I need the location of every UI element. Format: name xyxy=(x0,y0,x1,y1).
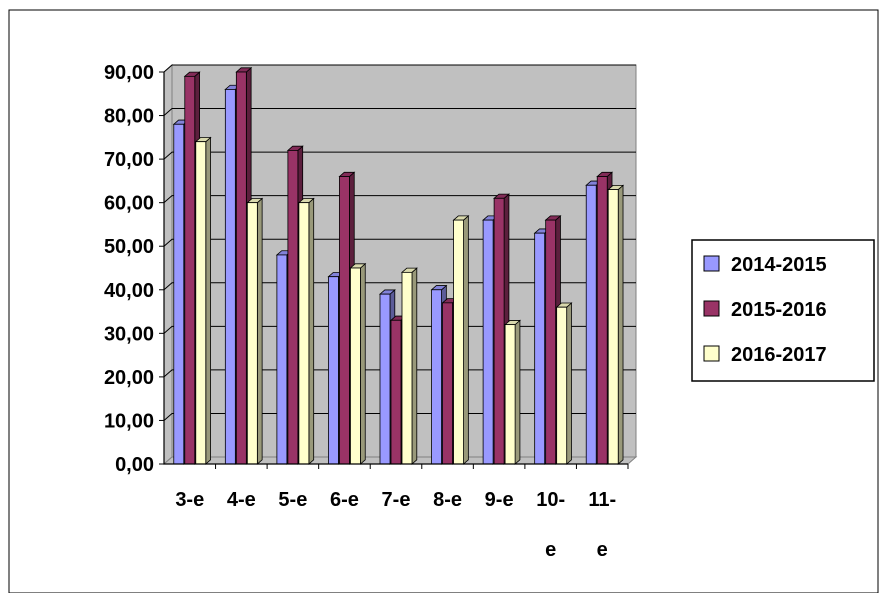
legend: 2014-2015 2015-2016 2016-2017 xyxy=(691,239,875,382)
category-label: 3-e xyxy=(175,489,204,511)
legend-swatch xyxy=(703,255,720,272)
plot-side-wall xyxy=(163,63,173,466)
bar xyxy=(555,302,573,465)
legend-entry: 2016-2017 xyxy=(703,344,827,366)
y-tick-label: 10,00 xyxy=(104,410,154,432)
legend-box xyxy=(691,239,875,382)
bar xyxy=(194,136,212,465)
category-label: 4-e xyxy=(227,489,256,511)
category-label: 11-e xyxy=(588,489,616,561)
bar xyxy=(349,262,367,465)
y-tick-label: 50,00 xyxy=(104,236,154,258)
gridline xyxy=(163,282,636,291)
bar xyxy=(607,184,625,465)
gridline xyxy=(163,369,636,378)
legend-swatch xyxy=(703,345,720,362)
legend-label: 2015-2016 xyxy=(731,299,827,321)
gridline xyxy=(163,108,636,116)
category-label: 9-e xyxy=(485,489,514,511)
y-tick-label: 60,00 xyxy=(104,193,154,215)
y-tick-label: 30,00 xyxy=(104,323,154,345)
legend-label: 2016-2017 xyxy=(731,344,827,366)
category-labels: 3-e 4-e 5-e 6-e 7-e 8-e 9-e 10-e 11-e xyxy=(175,489,616,561)
y-tick-label: 80,00 xyxy=(104,106,154,128)
legend-swatch xyxy=(703,300,720,317)
bar xyxy=(246,197,264,465)
legend-label: 2014-2015 xyxy=(731,254,827,276)
axes xyxy=(159,71,629,469)
bar xyxy=(297,197,315,465)
y-tick-labels: 0,00 10,00 20,00 30,00 40,00 50,00 60,00 70,00 8… xyxy=(104,62,154,476)
category-label: 10-e xyxy=(536,489,565,561)
gridline xyxy=(163,151,636,160)
gridline xyxy=(163,195,636,204)
legend-entry: 2015-2016 xyxy=(703,299,827,321)
gridline xyxy=(163,412,636,421)
y-tick-label: 70,00 xyxy=(104,149,154,171)
bar xyxy=(504,319,521,465)
bar xyxy=(452,215,470,465)
legend-entry: 2014-2015 xyxy=(703,254,827,276)
bar xyxy=(400,267,418,465)
gridlines xyxy=(163,64,636,421)
y-tick-label: 0,00 xyxy=(115,454,154,476)
gridline xyxy=(163,325,636,334)
gridline xyxy=(163,238,636,247)
category-label: 6-e xyxy=(330,489,359,511)
y-tick-label: 90,00 xyxy=(104,62,154,84)
y-tick-label: 20,00 xyxy=(104,367,154,389)
gridline xyxy=(163,64,636,73)
category-label: 8-e xyxy=(433,489,462,511)
category-label: 7-e xyxy=(382,489,411,511)
y-tick-label: 40,00 xyxy=(104,280,154,302)
category-label: 5-e xyxy=(278,489,307,511)
